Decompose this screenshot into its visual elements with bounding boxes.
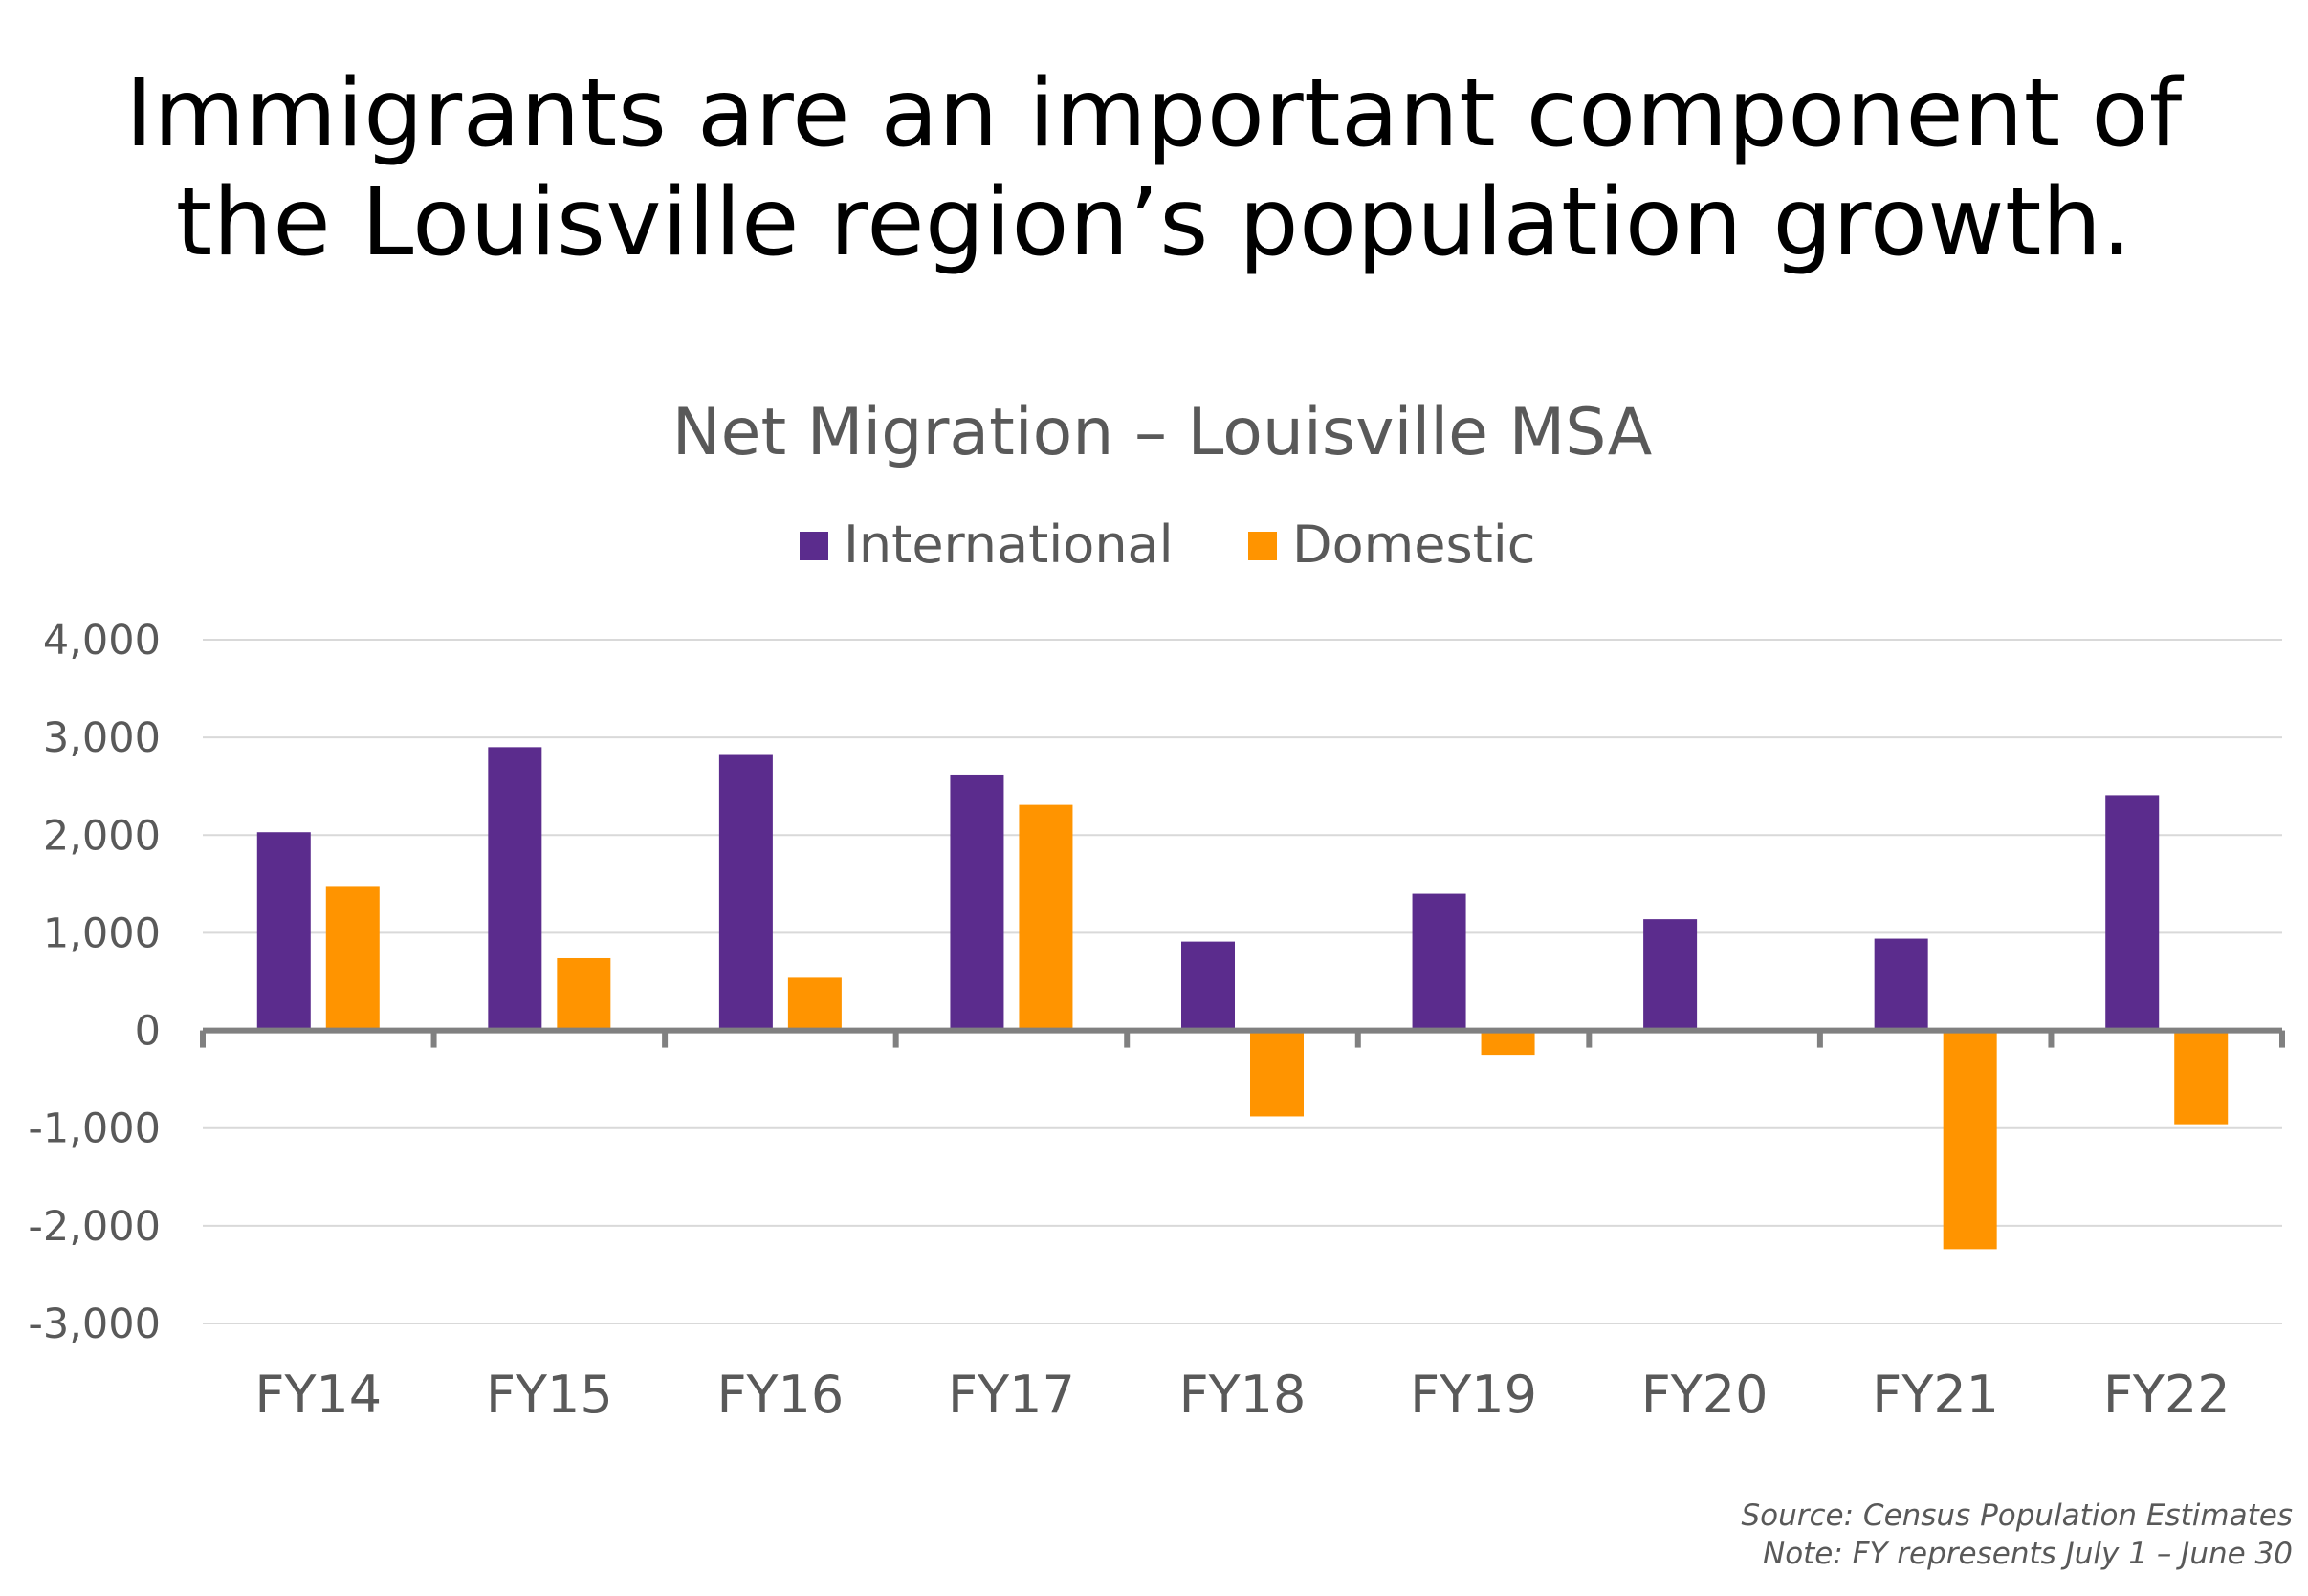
x-tick-label: FY22	[2103, 1365, 2231, 1425]
bar-domestic-fy16	[787, 977, 842, 1031]
x-tick-label: FY16	[717, 1365, 845, 1425]
bar-international-fy14	[256, 832, 311, 1031]
y-tick-label: -3,000	[28, 1301, 161, 1348]
bar-domestic-fy17	[1019, 804, 1073, 1031]
bar-international-fy19	[1412, 893, 1466, 1031]
legend-label: International	[844, 514, 1174, 575]
y-tick-label: -1,000	[28, 1105, 161, 1153]
chart-gridlines	[203, 639, 2282, 1324]
legend-label: Domestic	[1292, 514, 1535, 575]
x-axis: FY14 FY15 FY16 FY17 FY18 FY19 FY20 FY21 FY22	[200, 1027, 2285, 1425]
legend-item-domestic: Domestic	[1248, 514, 1535, 575]
bar-international-fy18	[1181, 941, 1235, 1031]
bar-domestic-fy21	[1943, 1030, 1997, 1250]
source-text: Source: Census Population Estimates	[1741, 1498, 2293, 1533]
bar-domestic-fy14	[325, 886, 380, 1031]
y-axis: 4,000 3,000 2,000 1,000 0 -1,000 -2,000 -3,000	[28, 617, 161, 1348]
y-tick-label: 3,000	[43, 714, 161, 762]
y-tick-label: 1,000	[43, 909, 161, 957]
bar-domestic-fy15	[557, 957, 611, 1031]
legend-swatch	[1248, 532, 1277, 560]
bar-international-fy21	[1874, 938, 1928, 1031]
headline-line-1: Immigrants are an important component of	[125, 59, 2183, 168]
y-tick-label: 0	[135, 1008, 161, 1056]
bar-international-fy16	[718, 754, 773, 1031]
headline-line-2: the Louisville region’s population growt…	[175, 168, 2133, 277]
x-tick-label: FY20	[1641, 1365, 1769, 1425]
source-note: Source: Census Population Estimates Note…	[1741, 1497, 2293, 1573]
headline: Immigrants are an important component of…	[0, 59, 2308, 277]
bar-international-fy15	[488, 747, 542, 1031]
chart-legend: International Domestic	[800, 514, 1535, 575]
y-tick-label: -2,000	[28, 1203, 161, 1251]
bar-domestic-fy19	[1481, 1030, 1535, 1056]
y-tick-label: 2,000	[43, 812, 161, 860]
bar-international-fy20	[1643, 919, 1698, 1031]
y-tick-label: 4,000	[43, 617, 161, 665]
x-tick-label: FY19	[1410, 1365, 1537, 1425]
x-tick-label: FY17	[948, 1365, 1075, 1425]
bar-international-fy17	[950, 774, 1004, 1031]
x-tick-label: FY18	[1179, 1365, 1307, 1425]
legend-swatch	[800, 532, 828, 560]
bar-domestic-fy22	[2174, 1030, 2229, 1125]
bar-domestic-fy18	[1250, 1030, 1304, 1117]
legend-item-international: International	[800, 514, 1174, 575]
x-tick-label: FY21	[1872, 1365, 1999, 1425]
footnote-text: Note: FY represents July 1 – June 30	[1763, 1537, 2293, 1571]
x-tick-label: FY14	[254, 1365, 382, 1425]
bar-international-fy22	[2105, 795, 2160, 1031]
chart-bars	[256, 747, 2229, 1250]
chart-title: Net Migration – Louisville MSA	[672, 395, 1653, 470]
x-tick-label: FY15	[486, 1365, 613, 1425]
